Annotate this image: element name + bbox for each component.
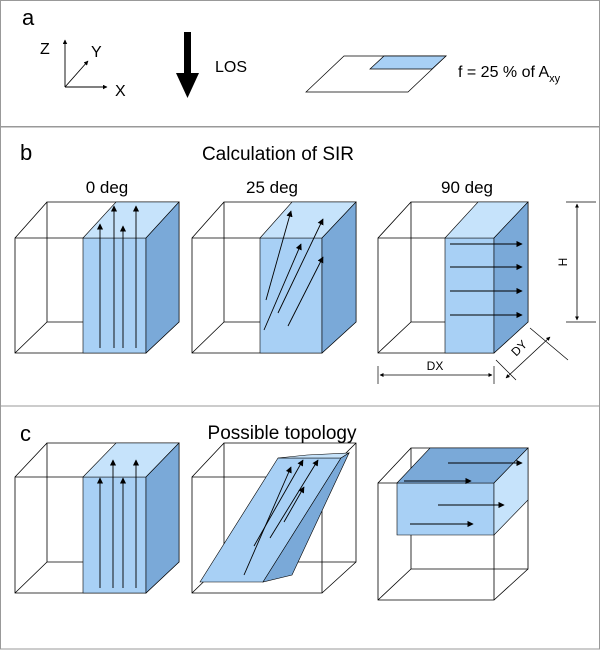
panel-c-letter: c (20, 421, 31, 446)
axis-y-label: Y (91, 44, 102, 61)
panel-b-letter: b (20, 140, 32, 165)
angle-label-90: 90 deg (441, 178, 493, 197)
panel-a-letter: a (22, 5, 35, 30)
angle-label-25: 25 deg (246, 178, 298, 197)
axis-x-label: X (115, 83, 126, 100)
angle-label-0: 0 deg (86, 178, 129, 197)
topology-cube-2 (191, 442, 357, 594)
panel-c-title: Possible topology (208, 423, 357, 444)
cube-0deg (14, 201, 180, 354)
dimension-h (566, 201, 596, 323)
dimension-dx (377, 366, 495, 384)
panel-b-title: Calculation of SIR (202, 144, 354, 165)
topology-cube-3 (377, 447, 529, 601)
topology-cube-1 (14, 442, 180, 594)
los-arrow (176, 32, 199, 98)
dimension-dy (495, 327, 569, 381)
fraction-parallelogram (305, 55, 447, 93)
dimension-dx-label: DX (427, 359, 444, 373)
cube-90deg (377, 201, 529, 354)
fraction-label: f = 25 % of Axy (458, 64, 561, 85)
axes-icon (62, 39, 108, 90)
dimension-dy-label: DY (508, 337, 530, 359)
cube-25deg (191, 201, 357, 354)
los-label: LOS (215, 59, 247, 76)
axis-z-label: Z (40, 41, 50, 58)
dimension-h-label: H (556, 258, 570, 267)
